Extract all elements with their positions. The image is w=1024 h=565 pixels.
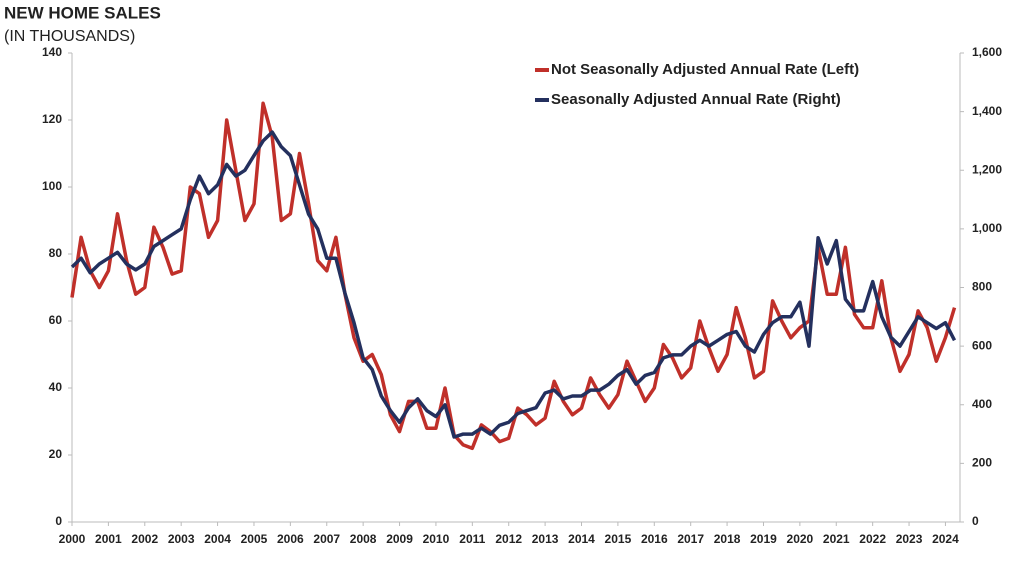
chart-title: NEW HOME SALES — [4, 3, 161, 22]
y-tick-label: 20 — [49, 447, 63, 461]
y-tick-label: 40 — [49, 380, 63, 394]
x-tick-label: 2003 — [168, 532, 195, 546]
x-tick-label: 2002 — [131, 532, 158, 546]
x-tick-label: 2008 — [350, 532, 377, 546]
y-tick-label: 0 — [55, 514, 62, 528]
x-tick-label: 2018 — [714, 532, 741, 546]
x-tick-label: 2005 — [241, 532, 268, 546]
x-tick-label: 2007 — [313, 532, 340, 546]
x-tick-label: 2024 — [932, 532, 959, 546]
x-tick-label: 2019 — [750, 532, 777, 546]
series-line — [70, 130, 957, 439]
y2-tick-label: 1,000 — [972, 221, 1002, 235]
y2-tick-label: 200 — [972, 456, 992, 470]
y-tick-label: 60 — [49, 313, 63, 327]
y2-tick-label: 1,600 — [972, 45, 1002, 59]
x-tick-label: 2010 — [423, 532, 450, 546]
x-tick-label: 2011 — [459, 532, 485, 546]
x-tick-label: 2015 — [605, 532, 632, 546]
x-tick-label: 2004 — [204, 532, 231, 546]
x-tick-label: 2012 — [495, 532, 522, 546]
y2-tick-label: 800 — [972, 280, 992, 294]
x-tick-label: 2000 — [59, 532, 86, 546]
x-tick-label: 2020 — [787, 532, 814, 546]
y-tick-label: 100 — [42, 179, 62, 193]
y2-tick-label: 1,200 — [972, 162, 1002, 176]
y2-tick-label: 400 — [972, 397, 992, 411]
y-tick-label: 80 — [49, 246, 63, 260]
x-tick-label: 2014 — [568, 532, 595, 546]
x-tick-label: 2016 — [641, 532, 668, 546]
x-tick-label: 2009 — [386, 532, 413, 546]
legend-label: Not Seasonally Adjusted Annual Rate (Lef… — [551, 61, 859, 78]
x-tick-label: 2013 — [532, 532, 559, 546]
legend-label: Seasonally Adjusted Annual Rate (Right) — [551, 91, 841, 108]
x-tick-label: 2017 — [677, 532, 704, 546]
x-tick-label: 2006 — [277, 532, 304, 546]
x-tick-label: 2022 — [859, 532, 886, 546]
x-tick-label: 2021 — [823, 532, 850, 546]
y2-tick-label: 1,400 — [972, 104, 1002, 118]
x-tick-label: 2001 — [95, 532, 122, 546]
chart-subtitle: (IN THOUSANDS) — [4, 28, 135, 45]
y-tick-label: 120 — [42, 112, 62, 126]
y2-tick-label: 0 — [972, 514, 979, 528]
y-tick-label: 140 — [42, 45, 62, 59]
y2-tick-label: 600 — [972, 338, 992, 352]
series-line — [70, 101, 957, 451]
x-tick-label: 2023 — [896, 532, 923, 546]
